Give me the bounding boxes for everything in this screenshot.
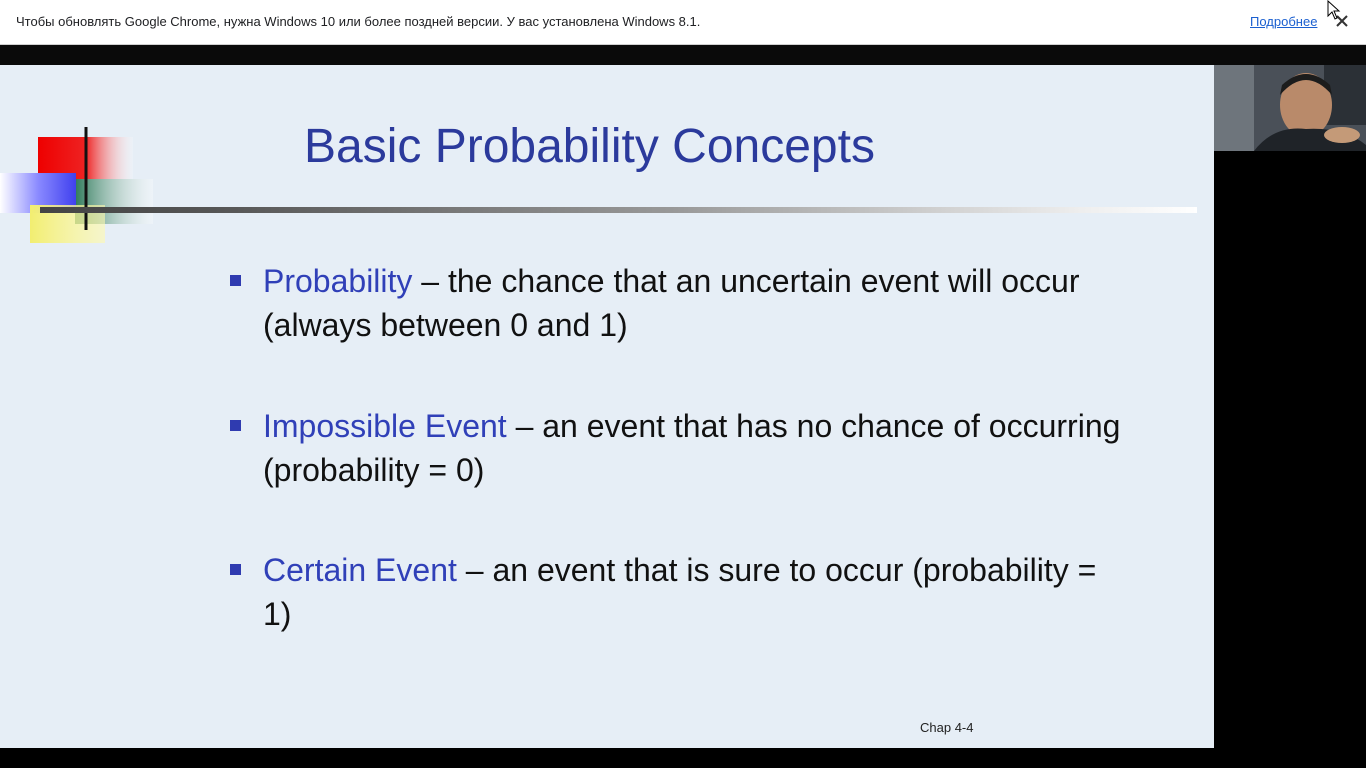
bullet-term: Impossible Event	[263, 408, 507, 444]
bullet-square-icon	[230, 564, 241, 575]
bullet-square-icon	[230, 275, 241, 286]
bullet-definition: – an event that is sure to occur (probab…	[263, 552, 1097, 632]
bottom-dark-band	[0, 748, 1366, 768]
bullet-term: Certain Event	[263, 552, 457, 588]
presentation-slide: Basic Probability Concepts Probability –…	[0, 65, 1214, 748]
slide-page-label: Chap 4-4	[920, 720, 974, 735]
webcam-feed	[1214, 65, 1366, 151]
presenter-video-icon	[1214, 65, 1366, 151]
close-icon[interactable]	[1331, 10, 1353, 32]
infobar-message: Чтобы обновлять Google Chrome, нужна Win…	[16, 14, 701, 29]
learn-more-link[interactable]: Подробнее	[1250, 14, 1318, 29]
top-dark-band	[0, 45, 1366, 65]
mouse-cursor-icon	[1327, 0, 1341, 20]
bullet-square-icon	[230, 420, 241, 431]
chrome-update-infobar: Чтобы обновлять Google Chrome, нужна Win…	[0, 0, 1366, 45]
title-underline-rule	[40, 207, 1197, 213]
bullet-definition: – an event that has no chance of occurri…	[263, 408, 1121, 488]
slide-decoration-graphic	[0, 127, 153, 243]
bullet-definition: – the chance that an uncertain event wil…	[263, 263, 1080, 343]
bullet-term: Probability	[263, 263, 413, 299]
slide-title: Basic Probability Concepts	[304, 120, 875, 173]
